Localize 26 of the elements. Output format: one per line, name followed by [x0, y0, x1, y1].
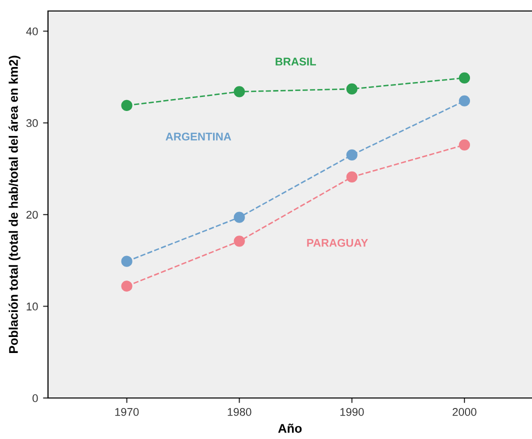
point — [458, 95, 470, 106]
point — [121, 100, 132, 112]
point — [458, 139, 470, 150]
point — [346, 149, 358, 161]
point — [234, 212, 245, 223]
x-axis-title: Año — [278, 424, 302, 433]
point — [121, 256, 132, 267]
y-tick-label: 0 — [32, 394, 38, 402]
x-tick-label: 1970 — [115, 408, 139, 416]
x-tick-label: 1980 — [228, 408, 252, 416]
point — [234, 86, 245, 98]
point — [458, 72, 470, 84]
point — [346, 171, 358, 183]
y-tick-label: 40 — [26, 27, 38, 36]
y-tick-label: 30 — [26, 119, 38, 128]
point — [121, 280, 132, 292]
y-axis-title: Población total (total de hab/total del área en km2) — [8, 56, 20, 353]
x-tick-label: 1990 — [340, 408, 364, 416]
y-tick-label: 10 — [26, 302, 38, 310]
text: PARAGUAY — [307, 238, 368, 247]
point — [346, 83, 358, 95]
point — [234, 236, 245, 247]
text: BRASIL — [276, 58, 316, 66]
x-tick-label: 2000 — [452, 408, 476, 416]
y-tick-label: 20 — [26, 210, 38, 219]
text: ARGENTINA — [166, 132, 232, 141]
